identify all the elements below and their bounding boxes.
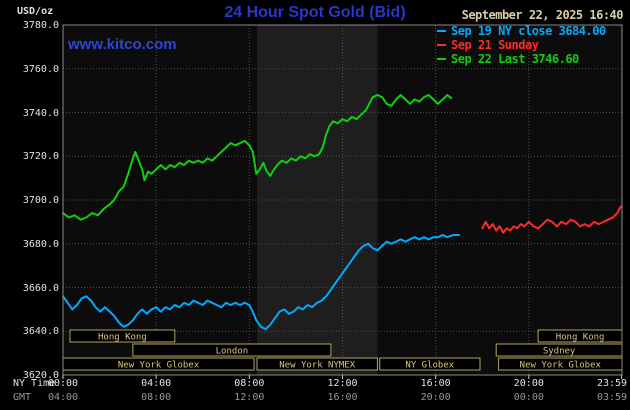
legend-label: Sep 22 Last 3746.60 [451, 52, 579, 66]
y-tick-label: 3740.0 [22, 107, 59, 119]
session-label: NY Globex [405, 361, 454, 371]
page-title: 24 Hour Spot Gold (Bid) [224, 4, 406, 21]
session-label: New York NYMEX [279, 361, 355, 371]
x-tick-label-ny: 00:00 [47, 378, 79, 389]
session-box [379, 357, 481, 371]
y-tick-label: 3760.0 [22, 63, 59, 75]
gmt-label: GMT [13, 392, 32, 403]
session-label: New York Globex [118, 361, 200, 371]
session-label: London [216, 347, 249, 357]
y-tick-label: 3700.0 [22, 195, 59, 206]
ny-time-label: NY Time [13, 378, 56, 389]
kitco-link[interactable]: www.kitco.com [68, 36, 177, 53]
y-axis-unit: USD/oz [17, 6, 54, 17]
session-box [256, 357, 378, 371]
series-line-2 [62, 94, 453, 221]
legend-label: Sep 21 Sunday [451, 38, 539, 52]
x-tick-label-gmt: 04:00 [47, 392, 79, 403]
session-label: Hong Kong [556, 333, 605, 343]
y-tick-label: 3780.0 [22, 20, 59, 31]
x-tick-label-ny: 08:00 [234, 378, 265, 389]
y-tick-label: 3680.0 [22, 238, 59, 250]
legend: Sep 19 NY close 3684.00 Sep 21 Sunday Sep … [437, 24, 606, 66]
y-tick-label: 3640.0 [22, 326, 59, 338]
x-tick-label-gmt: 16:00 [327, 392, 358, 403]
series-line-1 [481, 205, 622, 234]
session-label: New York Globex [520, 361, 602, 371]
x-tick-label-gmt: 08:00 [141, 392, 172, 403]
x-tick-label-gmt: 20:00 [420, 392, 451, 403]
x-tick-label-gmt: 03:59 [596, 392, 628, 403]
legend-swatch [437, 30, 446, 32]
x-tick-label-ny: 20:00 [513, 378, 544, 389]
x-tick-label-ny: 12:00 [327, 378, 358, 389]
legend-swatch [437, 58, 446, 60]
datetime-label: September 22, 2025 16:40 [461, 8, 624, 22]
legend-swatch [437, 44, 446, 46]
y-tick-label: 3660.0 [22, 282, 59, 294]
session-label: Hong Kong [98, 333, 147, 343]
x-tick-label-gmt: 00:00 [513, 392, 544, 403]
legend-item: Sep 22 Last 3746.60 [437, 52, 606, 66]
legend-item: Sep 19 NY close 3684.00 [437, 24, 606, 38]
x-tick-label-ny: 04:00 [141, 378, 172, 389]
legend-label: Sep 19 NY close 3684.00 [451, 24, 606, 38]
y-tick-label: 3620.0 [22, 370, 59, 381]
legend-item: Sep 21 Sunday [437, 38, 606, 52]
series-line-0 [62, 234, 460, 331]
x-tick-label-ny: 16:00 [420, 378, 451, 389]
session-box [132, 343, 332, 357]
nymex-session-band [257, 25, 378, 375]
x-tick-label-gmt: 12:00 [234, 392, 265, 403]
session-label: Sydney [543, 347, 576, 357]
session-box [69, 329, 176, 343]
x-tick-label-ny: 23:59 [596, 378, 628, 389]
y-tick-label: 3720.0 [22, 151, 59, 163]
